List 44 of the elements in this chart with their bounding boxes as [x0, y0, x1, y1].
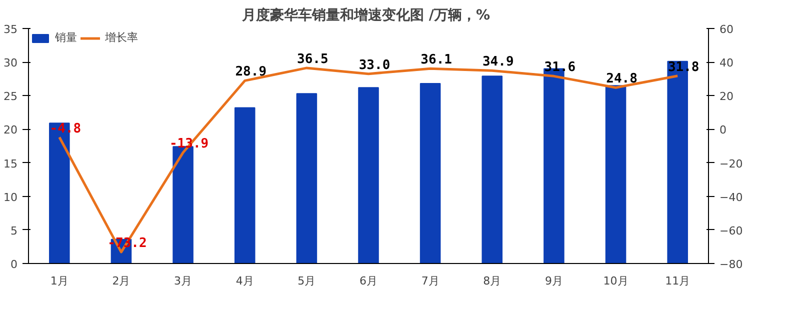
bar — [420, 83, 441, 264]
y-tick-label: 25 — [4, 90, 18, 104]
y-tick-label: 0 — [10, 258, 18, 271]
y-tick-label: 10 — [4, 190, 18, 204]
legend-label: 增长率 — [105, 30, 138, 45]
x-tick-label: 9月 — [544, 274, 563, 288]
y-tick-label: 15 — [4, 157, 18, 170]
y2-tick-label: −80 — [720, 258, 743, 271]
x-tick-label: 3月 — [174, 274, 192, 288]
x-tick-label: 2月 — [112, 274, 130, 288]
x-tick-label: 11月 — [665, 274, 690, 288]
bar — [358, 87, 379, 264]
data-label: 28.9 — [235, 64, 267, 80]
data-label: 36.5 — [297, 52, 328, 67]
data-label: 36.1 — [420, 52, 452, 68]
x-tick-label: 5月 — [298, 274, 316, 288]
legend-label: 销量 — [55, 30, 77, 45]
y2-tick-label: −40 — [720, 190, 743, 204]
y2-tick-label: 0 — [720, 124, 726, 137]
y2-tick-label: 40 — [720, 56, 734, 70]
y-tick-label: 5 — [10, 224, 18, 238]
y2-tick-label: −60 — [720, 224, 743, 238]
chart-title: 月度豪华车销量和增速变化图 /万辆，% — [241, 6, 490, 24]
bar — [234, 107, 256, 264]
x-tick-label: 7月 — [421, 274, 440, 288]
bar — [482, 76, 503, 264]
data-label: 34.9 — [482, 54, 514, 70]
y2-tick-label: 20 — [720, 90, 734, 104]
x-tick-label: 1月 — [50, 274, 68, 288]
y-tick-label: 20 — [4, 124, 18, 137]
bar — [296, 93, 318, 264]
x-tick-label: 8月 — [483, 274, 502, 288]
y2-tick-label: −20 — [720, 157, 743, 170]
data-label: -73.2 — [108, 236, 147, 252]
data-label: 24.8 — [606, 72, 638, 87]
bar — [605, 85, 626, 264]
y-tick-label: 30 — [4, 56, 18, 70]
data-label: 33.0 — [358, 58, 390, 73]
y-tick-label: 35 — [4, 23, 18, 36]
y2-tick-label: 60 — [720, 23, 734, 36]
x-tick-label: 6月 — [360, 274, 378, 288]
bar — [172, 146, 194, 264]
x-tick-label: 4月 — [236, 274, 254, 288]
x-tick-label: 10月 — [603, 274, 628, 288]
